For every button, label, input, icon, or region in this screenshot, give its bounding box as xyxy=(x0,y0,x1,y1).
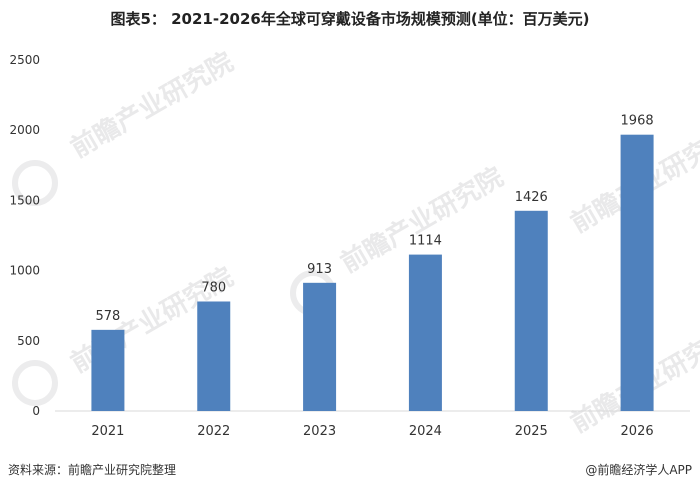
y-tick-label: 1500 xyxy=(9,193,40,207)
bar xyxy=(408,254,442,411)
x-tick-label: 2026 xyxy=(621,424,654,439)
x-tick-label: 2023 xyxy=(303,424,336,439)
data-label: 1114 xyxy=(409,234,442,249)
data-label: 913 xyxy=(307,262,332,277)
bar xyxy=(197,301,231,411)
y-tick-label: 2500 xyxy=(9,53,40,67)
watermark-logo-icon xyxy=(12,360,58,406)
source-note: 资料来源：前瞻产业研究院整理 xyxy=(8,463,177,477)
brand-label: @前瞻经济学人APP xyxy=(585,463,692,477)
x-tick-label: 2022 xyxy=(197,424,230,439)
data-label: 1968 xyxy=(621,114,654,129)
x-tick-label: 2021 xyxy=(91,424,124,439)
chart-title: 图表5： 2021-2026年全球可穿戴设备市场规模预测(单位：百万美元) xyxy=(110,10,590,28)
bar xyxy=(514,210,548,411)
y-tick-label: 0 xyxy=(32,404,40,418)
y-tick-label: 2000 xyxy=(9,123,40,137)
bar xyxy=(91,329,125,411)
data-label: 780 xyxy=(201,280,226,295)
bar xyxy=(303,282,337,411)
bar xyxy=(620,134,654,411)
watermark-logo-icon xyxy=(12,160,58,206)
y-tick-label: 500 xyxy=(17,334,40,348)
x-tick-label: 2025 xyxy=(515,424,548,439)
data-label: 1426 xyxy=(515,190,548,205)
y-tick-label: 1000 xyxy=(9,264,40,278)
data-label: 578 xyxy=(96,309,121,324)
x-tick-label: 2024 xyxy=(409,424,442,439)
